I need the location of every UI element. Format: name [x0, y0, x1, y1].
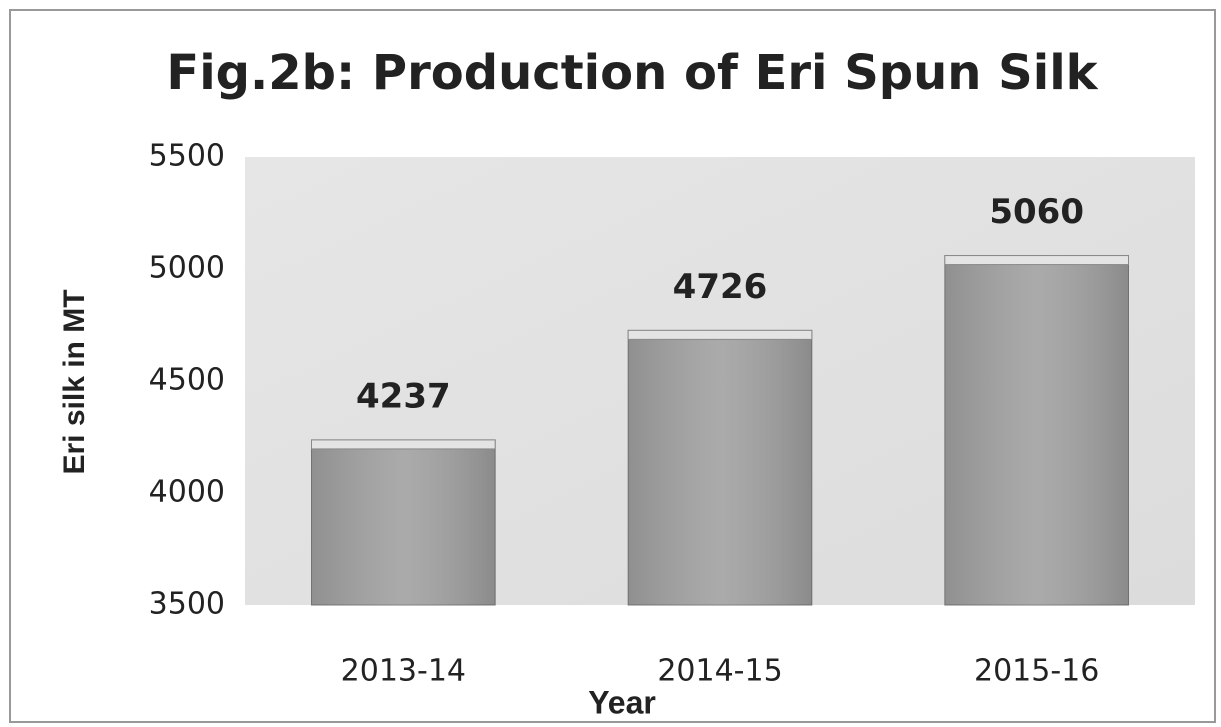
- chart-title: Fig.2b: Production of Eri Spun Silk: [166, 45, 1098, 101]
- y-tick-label: 3500: [149, 587, 225, 622]
- bar-shade: [628, 330, 812, 605]
- y-tick-label: 4000: [149, 475, 225, 510]
- x-axis-label: Year: [588, 684, 656, 720]
- y-tick-label: 5000: [149, 251, 225, 286]
- y-axis-label: Eri silk in MT: [58, 289, 91, 474]
- x-tick-label: 2013-14: [341, 654, 466, 689]
- y-tick-label: 4500: [149, 363, 225, 398]
- data-label: 4726: [673, 267, 768, 307]
- bar-shade: [944, 255, 1129, 605]
- bar-cap: [627, 329, 813, 340]
- bar-cap: [944, 255, 1129, 266]
- bar-shade: [311, 439, 496, 605]
- bar-cap: [311, 439, 496, 450]
- x-tick-label: 2015-16: [974, 654, 1099, 689]
- x-tick-label: 2014-15: [657, 654, 782, 689]
- y-tick-label: 5500: [149, 139, 225, 174]
- data-label: 4237: [356, 376, 451, 416]
- data-label: 5060: [989, 192, 1084, 232]
